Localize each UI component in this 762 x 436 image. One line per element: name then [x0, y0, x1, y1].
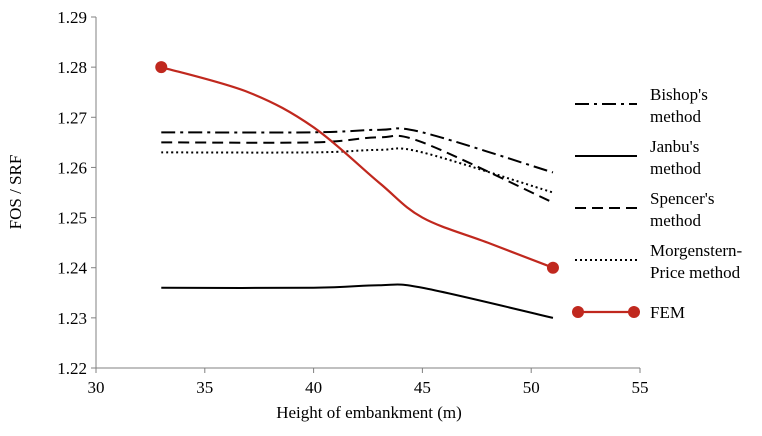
- x-tick-label: 45: [414, 378, 431, 397]
- legend: Bishop's method Janbu's method Spencer's meth…: [572, 85, 743, 322]
- y-tick-label: 1.27: [57, 108, 87, 127]
- y-tick-label: 1.29: [57, 8, 87, 27]
- series-line-4: [160, 66, 554, 269]
- y-tick-label: 1.26: [57, 158, 87, 177]
- y-tick-label: 1.25: [57, 209, 87, 228]
- x-tick-label: 35: [196, 378, 213, 397]
- legend-label: Price method: [650, 263, 741, 282]
- x-tick-label: 50: [523, 378, 540, 397]
- legend-label: Bishop's: [650, 85, 708, 104]
- legend-marker: [572, 306, 584, 318]
- series-marker: [155, 61, 168, 74]
- y-tick-label: 1.28: [57, 58, 87, 77]
- legend-label: FEM: [650, 303, 685, 322]
- y-tick-label: 1.24: [57, 259, 87, 278]
- x-tick-label: 55: [632, 378, 649, 397]
- series-marker: [546, 261, 559, 274]
- x-tick-label: 30: [88, 378, 105, 397]
- legend-label: Morgenstern-: [650, 241, 743, 260]
- plot-area: [155, 61, 559, 319]
- legend-label: method: [650, 107, 701, 126]
- series-line-0: [161, 127, 554, 174]
- x-tick-label: 40: [305, 378, 322, 397]
- x-axis-label: Height of embankment (m): [276, 403, 462, 422]
- legend-label: method: [650, 211, 701, 230]
- legend-label: method: [650, 159, 701, 178]
- series-line-1: [161, 283, 554, 319]
- legend-label: Spencer's: [650, 189, 714, 208]
- y-tick-label: 1.22: [57, 359, 87, 378]
- series-line-2: [161, 134, 554, 204]
- y-axis-label: FOS / SRF: [6, 155, 25, 230]
- legend-label: Janbu's: [650, 137, 699, 156]
- series-line-3: [161, 147, 554, 194]
- axes: 1.22 1.23 1.24 1.25 1.26 1.27 1.28 1.29 30 35 40 45…: [57, 8, 648, 397]
- y-tick-label: 1.23: [57, 309, 87, 328]
- legend-marker: [628, 306, 640, 318]
